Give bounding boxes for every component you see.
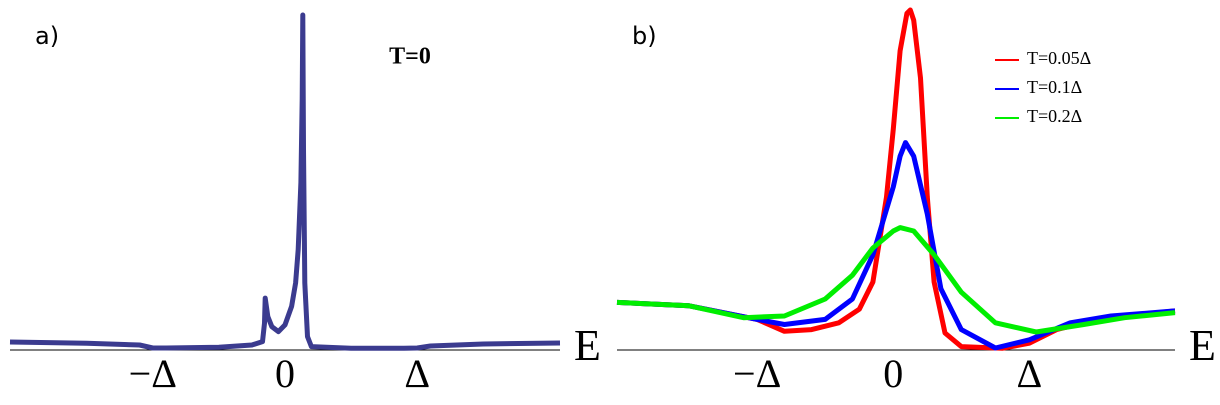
x-tick-label: −Δ: [129, 351, 177, 396]
x-tick-label: Δ: [404, 351, 430, 396]
x-tick-label: 0: [883, 351, 903, 396]
x-tick-label: 0: [275, 351, 295, 396]
legend-label: T=0.05Δ: [1027, 48, 1091, 68]
x-tick-label: Δ: [1017, 351, 1043, 396]
panel-label: b): [632, 22, 657, 50]
annotation: T=0: [389, 44, 431, 70]
panel-label: a): [35, 22, 59, 50]
x-axis-label: E: [1189, 321, 1216, 370]
legend-label: T=0.2Δ: [1027, 106, 1082, 126]
x-axis-label: E: [574, 321, 601, 370]
legend-label: T=0.1Δ: [1027, 77, 1082, 97]
curve: [616, 140, 1176, 351]
curve: [616, 225, 1176, 335]
x-tick-label: −Δ: [733, 351, 781, 396]
curve: [9, 12, 561, 351]
